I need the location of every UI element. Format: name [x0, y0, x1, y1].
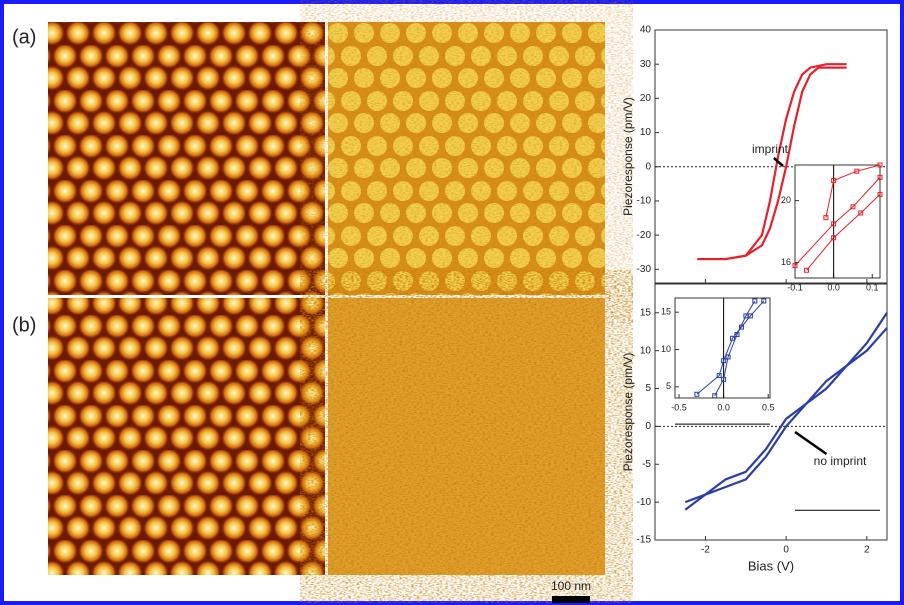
y-tick-label: 5: [666, 381, 671, 391]
panel-label: (b): [12, 314, 36, 336]
scale-bar: [552, 596, 590, 603]
y-tick-label: -10: [637, 196, 652, 207]
y-tick-label: -20: [637, 230, 652, 241]
x-tick-label: -2: [701, 545, 710, 556]
y-tick-label: 15: [640, 307, 652, 318]
pfm-noise: [328, 22, 605, 295]
y-tick-label: 10: [640, 127, 652, 138]
y-tick-label: -30: [637, 264, 652, 275]
panel-label: (a): [12, 26, 36, 48]
figure: (a) (b) 100 nm 403020100-10-20-30-202Pie…: [0, 0, 904, 605]
y-tick-label: 15: [661, 307, 671, 317]
x-tick-label: 0.0: [827, 282, 840, 292]
y-tick-label: 16: [781, 257, 791, 267]
figure-canvas: (a) (b) 100 nm 403020100-10-20-30-202Pie…: [0, 0, 904, 605]
y-tick-label: -5: [642, 459, 651, 470]
y-tick-label: -15: [637, 535, 652, 546]
scale-bar-label: 100 nm: [551, 579, 591, 593]
y-tick-label: 0: [645, 421, 651, 432]
annotation: imprint: [752, 142, 789, 156]
y-axis-label: Piezoresponse (pm/V): [621, 97, 635, 216]
y-tick-label: 20: [781, 195, 791, 205]
x-tick-label: 0.1: [866, 282, 879, 292]
y-axis-label: Piezoresponse (pm/V): [621, 353, 635, 472]
afm-topography: [48, 298, 325, 575]
plot-area: [795, 165, 880, 278]
y-tick-label: 30: [640, 59, 652, 70]
y-tick-label: 0: [645, 161, 651, 172]
x-tick-label: 0: [783, 545, 789, 556]
plot-area: [675, 298, 770, 398]
y-tick-label: 10: [640, 345, 652, 356]
afm-topography: [48, 22, 325, 295]
x-axis-label: Bias (V): [748, 558, 794, 573]
y-tick-label: 10: [661, 344, 671, 354]
y-tick-label: 20: [640, 93, 652, 104]
x-tick-label: 0.0: [717, 402, 730, 412]
x-tick-label: 2: [864, 545, 870, 556]
x-tick-label: 0.5: [762, 402, 775, 412]
annotation: no imprint: [814, 454, 867, 468]
x-tick-label: -0.5: [671, 402, 687, 412]
pfm-noise: [328, 298, 605, 575]
x-tick-label: -0.1: [787, 282, 803, 292]
y-tick-label: 40: [640, 25, 652, 36]
y-tick-label: 5: [645, 383, 651, 394]
y-tick-label: -10: [637, 497, 652, 508]
